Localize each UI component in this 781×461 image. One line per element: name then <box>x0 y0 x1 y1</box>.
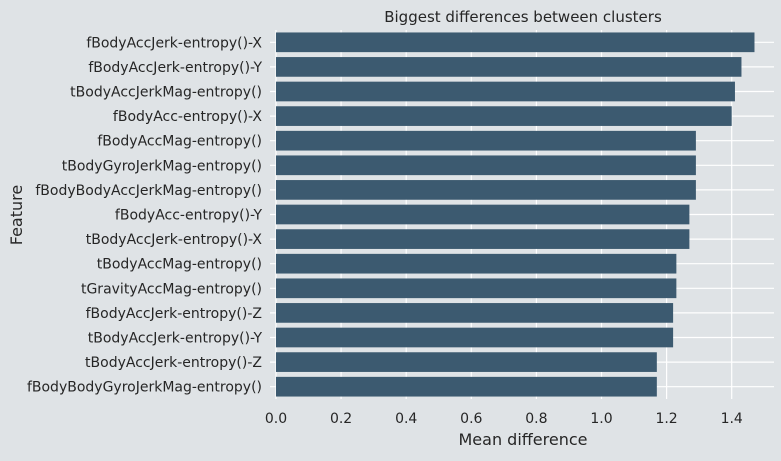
y-tick-label: tBodyAccJerk-entropy()-Z <box>85 355 262 371</box>
bar <box>276 327 674 348</box>
bar <box>276 352 657 372</box>
y-tick-label: fBodyAccJerk-entropy()-Y <box>88 60 262 76</box>
bar <box>276 106 732 126</box>
x-tick-label: 0.2 <box>330 411 352 427</box>
bar <box>276 81 735 102</box>
y-tick-label: fBodyAcc-entropy()-Y <box>115 208 263 224</box>
x-tick-label: 0.4 <box>395 411 417 427</box>
x-tick-label: 0.0 <box>265 411 287 427</box>
y-tick-label: tBodyAccJerk-entropy()-Y <box>88 331 263 347</box>
x-axis-label: Mean difference <box>459 430 588 449</box>
bar <box>276 180 696 200</box>
y-tick-label: fBodyAccJerk-entropy()-X <box>86 35 262 51</box>
bar <box>276 303 674 323</box>
y-tick-label: fBodyAcc-entropy()-X <box>113 109 262 125</box>
bar <box>276 155 696 176</box>
chart-title: Biggest differences between clusters <box>384 8 662 26</box>
y-tick-label: tBodyAccMag-entropy() <box>97 257 262 273</box>
y-tick-label: tBodyGyroJerkMag-entropy() <box>62 158 262 174</box>
bar <box>276 376 657 397</box>
y-tick-label: tBodyAccJerk-entropy()-X <box>86 232 263 248</box>
y-tick-labels: fBodyAccJerk-entropy()-X fBodyAccJerk-ent… <box>27 35 262 395</box>
bar <box>276 253 677 274</box>
y-tick-label: fBodyAccMag-entropy() <box>97 134 262 150</box>
bar <box>276 278 677 299</box>
x-tick-label: 1.0 <box>590 411 612 427</box>
y-axis-label: Feature <box>7 185 26 245</box>
bar <box>276 57 742 77</box>
x-tick-label: 0.6 <box>460 411 482 427</box>
bar <box>276 32 755 53</box>
y-tick-label: fBodyBodyGyroJerkMag-entropy() <box>27 380 262 396</box>
bar <box>276 229 690 249</box>
bar <box>276 130 696 151</box>
y-tick-label: tGravityAccMag-entropy() <box>81 281 262 297</box>
x-tick-label: 1.4 <box>721 411 743 427</box>
x-tick-label: 0.8 <box>525 411 547 427</box>
y-tick-label: fBodyAccJerk-entropy()-Z <box>86 306 262 322</box>
y-tick-label: tBodyAccJerkMag-entropy() <box>70 85 262 101</box>
x-tick-label: 1.2 <box>655 411 677 427</box>
bars <box>276 32 755 397</box>
x-tick-labels: 0.0 0.2 0.4 0.6 0.8 1.0 1.2 1.4 <box>265 411 743 427</box>
y-tick-label: fBodyBodyAccJerkMag-entropy() <box>35 183 262 199</box>
bar <box>276 204 690 225</box>
